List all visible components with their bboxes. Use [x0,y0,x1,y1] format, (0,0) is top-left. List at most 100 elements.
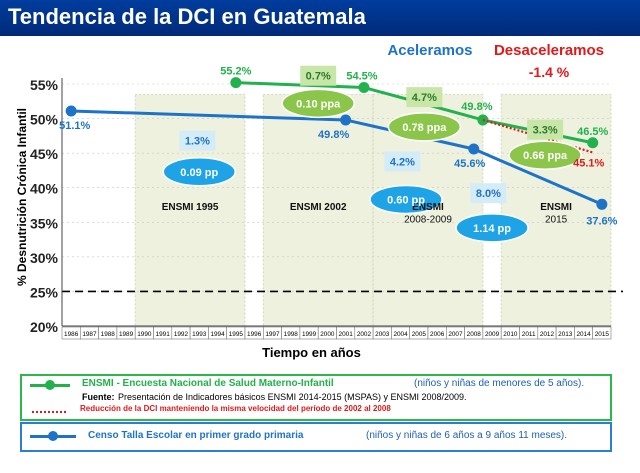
survey-label-3: ENSMI [540,202,572,213]
survey-label-1: ENSMI 2002 [290,202,347,213]
change-label: 0.7% [306,71,331,83]
change-label: 4.2% [390,156,415,168]
y-tick-label: 55% [30,77,59,93]
x-tick-label: 1992 [174,331,189,338]
annotation-desaceleramos: Desaceleramos [494,42,604,59]
change-box [384,151,421,172]
data-point [340,114,352,126]
x-axis-label: Tiempo en años [262,345,361,360]
change-label: 1.3% [185,136,210,148]
legend-censo-marker [48,431,58,441]
x-tick-label: 2006 [430,331,445,338]
legend-ensmi-title: ENSMI - Encuesta Nacional de Salud Mater… [82,378,334,389]
rate-oval [455,213,529,243]
annotation-aceleramos: Aceleramos [387,42,472,59]
data-point [468,143,480,155]
data-point [358,81,370,93]
change-label: 3.3% [533,125,558,137]
legend-fuente-label: Fuente: [82,392,115,402]
y-axis-label: % Desnutrición Crónica Infantil [15,108,29,286]
x-tick-label: 2014 [576,331,591,338]
y-tick-label: 40% [30,181,59,197]
rate-label: 0.10 ppa [296,98,341,110]
x-tick-label: 1995 [229,331,244,338]
legend-censo-note: (niños y niñas de 6 años a 9 años 11 mes… [366,430,568,441]
year-cell [592,326,612,340]
survey-panel-1 [262,93,374,327]
data-point [587,137,599,149]
y-tick-label: 35% [30,215,59,231]
rate-oval [508,140,582,170]
rate-label: 0.66 ppa [523,150,568,162]
x-tick-label: 2015 [595,331,610,338]
y-tick-label: 50% [30,112,59,128]
legend-ensmi-note: (niños y niñas de menores de 5 años). [414,378,585,389]
x-tick-label: 1986 [64,331,79,338]
x-tick-label: 2007 [448,331,463,338]
rate-oval [387,112,462,142]
rate-oval [162,157,236,187]
legend-censo-title: Censo Talla Escolar en primer grado prim… [88,430,304,441]
legend-ensmi-marker [45,380,55,390]
x-tick-label: 2012 [540,331,555,338]
survey-label2-3: 2015 [545,214,568,225]
data-label: 54.5% [346,70,377,82]
x-tick-label: 2005 [412,331,427,338]
x-tick-label: 1994 [210,331,225,338]
x-tick-label: 1990 [137,331,152,338]
x-tick-label: 2011 [522,331,536,338]
dci-chart: 20% 25% 30% 35% 40% 45% 50% 55% 1986 1987 1988 1989… [15,42,623,360]
rate-label: 0.60 pp [387,194,425,206]
data-label: 49.8% [461,101,492,113]
data-label: 51.1% [59,120,90,132]
change-box [300,65,337,86]
x-tick-label: 1999 [302,331,317,338]
legend-reduccion-text: Reducción de la DCI manteniendo la misma… [80,404,391,413]
y-tick-label: 30% [30,250,59,266]
rate-label: 0.78 ppa [402,122,447,134]
x-tick-label: 1993 [192,331,207,338]
y-tick-label: 25% [30,284,59,300]
data-label: 45.1% [573,157,604,169]
change-label: 4.7% [412,92,437,104]
data-label: 46.5% [577,126,608,138]
rate-oval [369,184,443,215]
change-box [470,183,507,204]
rate-label: 0.09 pp [180,167,218,179]
page-title: Tendencia de la DCI en Guatemala [8,4,366,29]
legend-ensmi: ENSMI - Encuesta Nacional de Salud Mater… [20,374,612,421]
change-box [179,130,216,151]
x-tick-label: 2004 [393,331,408,338]
x-tick-label: 2002 [357,331,372,338]
x-tick-label: 1991 [156,331,171,338]
title-banner: Tendencia de la DCI en Guatemala [0,0,640,36]
x-tick-label: 1987 [82,331,97,338]
data-point [596,198,608,210]
x-tick-label: 2000 [320,331,335,338]
data-label: 45.6% [454,158,485,170]
rate-oval [281,88,355,119]
legend-reduccion-line [32,411,66,413]
data-point [230,77,242,89]
survey-label2-2: 2008-2009 [404,214,452,225]
legend-fuente-text: Presentación de Indicadores básicos ENSM… [118,392,467,402]
x-tick-label: 2009 [485,331,500,338]
x-tick-label: 2001 [339,331,354,338]
legend-censo: Censo Talla Escolar en primer grado prim… [20,422,612,452]
rate-label: 1.14 pp [473,223,511,235]
x-tick-label: 2010 [503,331,518,338]
change-box [406,87,443,108]
data-label: 55.2% [220,66,251,78]
y-tick-label: 45% [30,146,59,162]
change-label: 8.0% [476,188,501,200]
survey-label-2: ENSMI [412,202,444,213]
annotation-desaceleracion-value: -1.4 % [529,64,570,80]
x-tick-label: 1988 [101,331,116,338]
survey-label-0: ENSMI 1995 [162,202,219,213]
x-tick-label: 1996 [247,331,262,338]
x-tick-label: 1989 [119,331,134,338]
y-tick-label: 20% [30,319,59,335]
data-label: 49.8% [318,129,349,141]
x-tick-label: 2008 [467,331,482,338]
x-tick-label: 1997 [265,331,280,338]
